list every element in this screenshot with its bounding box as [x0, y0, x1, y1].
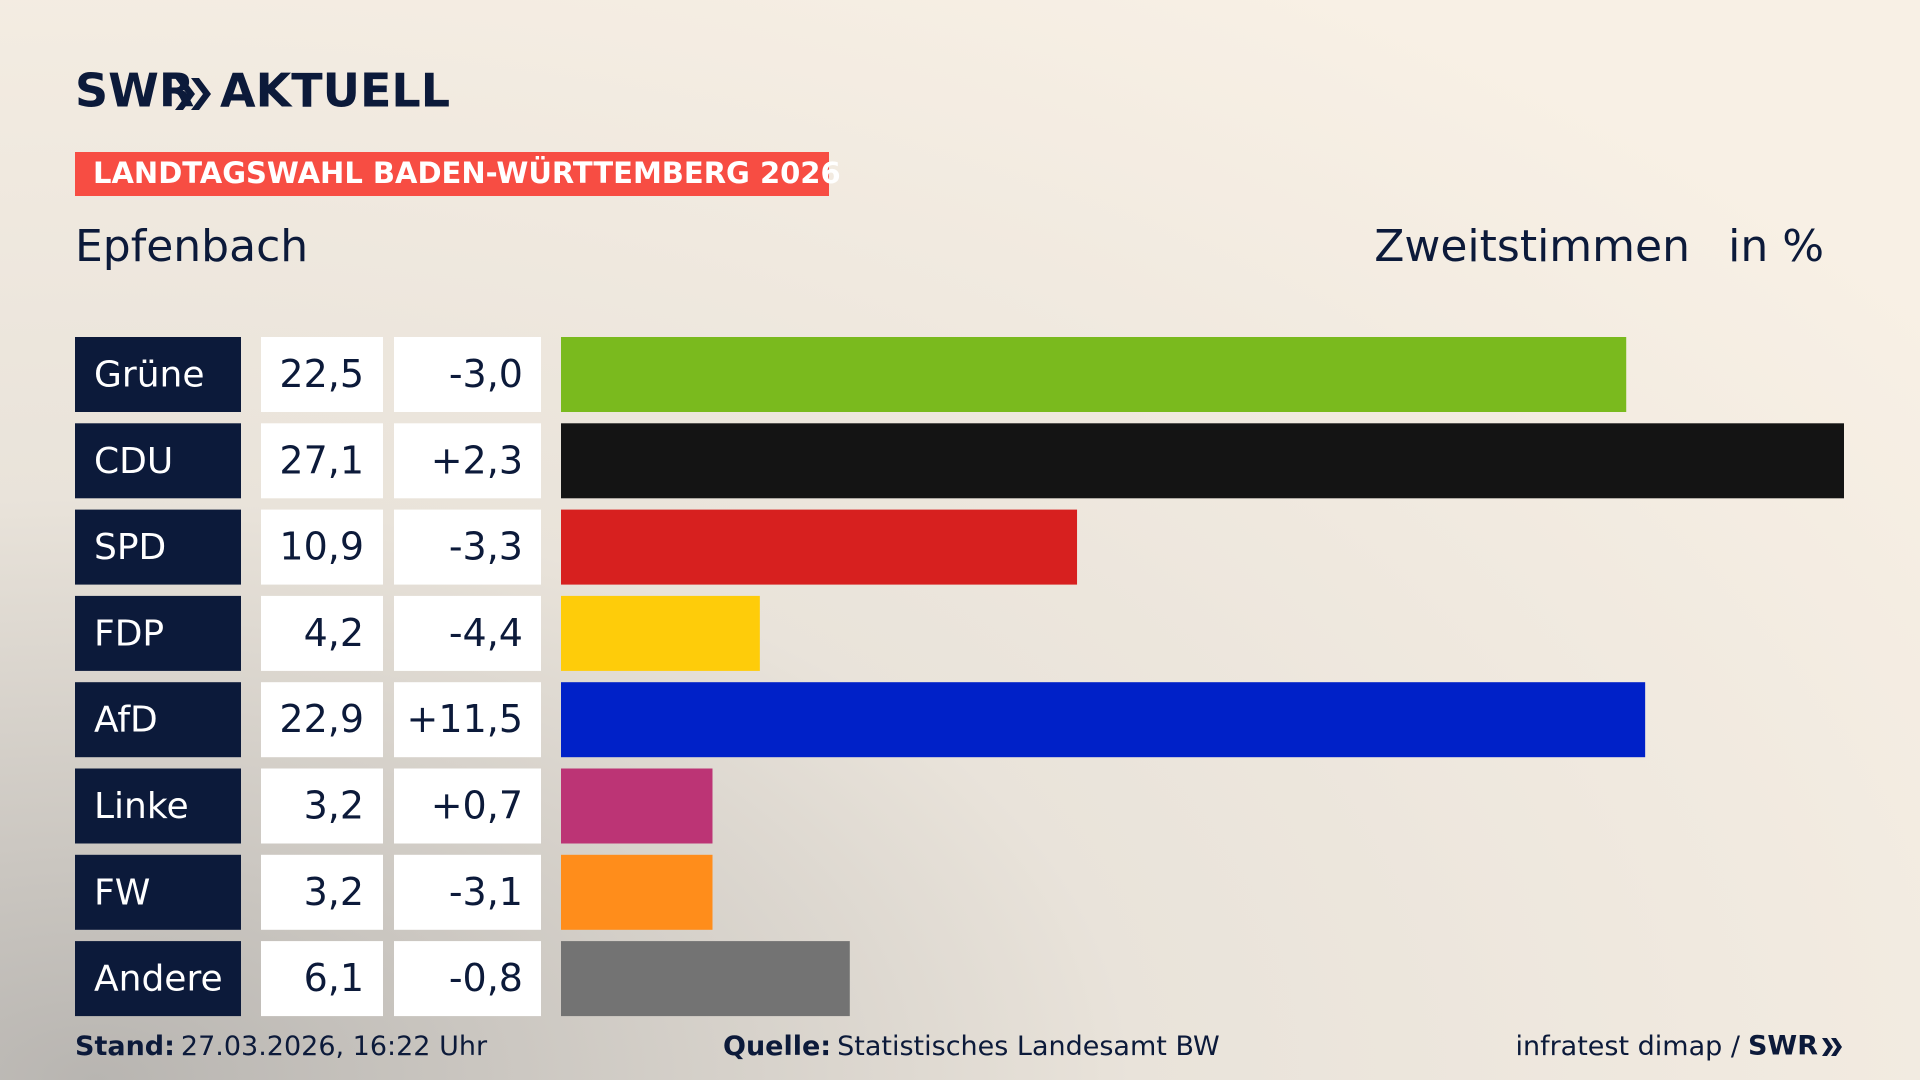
- stand-label: Stand:: [75, 1031, 175, 1062]
- change-box: [394, 423, 541, 499]
- change-box: [394, 768, 541, 844]
- party-box: [75, 337, 241, 412]
- party-box: [75, 941, 241, 1017]
- source: Statistisches Landesamt BW: [837, 1031, 1220, 1062]
- party-label: SPD: [94, 527, 166, 568]
- change-box: [394, 854, 541, 930]
- bar: [561, 854, 713, 930]
- party-box: [75, 509, 241, 585]
- party-box: [75, 595, 241, 671]
- bar: [561, 941, 850, 1017]
- bar: [561, 509, 1078, 585]
- value-label: 27,1: [279, 438, 364, 482]
- party-label: AfD: [94, 700, 158, 741]
- value-box: [261, 768, 383, 844]
- bar: [561, 423, 1844, 499]
- change-box: [394, 941, 541, 1017]
- bar: [561, 768, 713, 844]
- credit: infratest dimap /: [1515, 1031, 1740, 1062]
- party-box: [75, 854, 241, 930]
- credit-chevrons: [1822, 1038, 1842, 1056]
- value-label: 10,9: [279, 525, 364, 569]
- value-box: [261, 509, 383, 585]
- brand-name: SWR: [75, 64, 194, 118]
- change-label: +2,3: [431, 438, 523, 482]
- party-label: CDU: [94, 441, 173, 482]
- change-label: -3,3: [449, 525, 523, 569]
- stand: 27.03.2026, 16:22 Uhr: [181, 1031, 488, 1062]
- value-box: [261, 682, 383, 758]
- value-box: [261, 595, 383, 671]
- value-label: 4,2: [304, 611, 364, 655]
- change-box: [394, 509, 541, 585]
- change-box: [394, 337, 541, 412]
- chart-subtitle: Zweitstimmen: [1374, 221, 1690, 272]
- value-box: [261, 337, 383, 412]
- value-box: [261, 423, 383, 499]
- credit-brand: SWR: [1748, 1031, 1818, 1062]
- bar: [561, 595, 760, 671]
- change-label: +11,5: [407, 697, 523, 741]
- value-label: 3,2: [304, 870, 364, 914]
- brand-chevrons: [175, 78, 211, 110]
- source-label: Quelle:: [723, 1031, 831, 1062]
- party-label: Andere: [94, 959, 223, 1000]
- change-label: +0,7: [431, 784, 523, 828]
- value-label: 22,9: [279, 697, 364, 741]
- banner-bg: [75, 152, 829, 196]
- brand-section: AKTUELL: [220, 64, 450, 118]
- change-label: -4,4: [449, 611, 523, 655]
- chart-title: Epfenbach: [75, 221, 308, 272]
- bar: [561, 682, 1646, 758]
- change-box: [394, 595, 541, 671]
- value-label: 3,2: [304, 784, 364, 828]
- party-box: [75, 768, 241, 844]
- change-label: -3,0: [449, 352, 523, 396]
- footer-credit: infratest dimap /: [1515, 1031, 1740, 1062]
- value-label: 22,5: [279, 352, 364, 396]
- party-label: FDP: [94, 613, 164, 654]
- party-box: [75, 682, 241, 758]
- value-label: 6,1: [304, 956, 364, 1000]
- footer-stand: Stand: 27.03.2026, 16:22 Uhr: [75, 1031, 488, 1062]
- change-label: -3,1: [449, 870, 523, 914]
- footer-source: Quelle: Statistisches Landesamt BW: [723, 1031, 1220, 1062]
- party-label: FW: [94, 872, 150, 913]
- party-label: Grüne: [94, 355, 204, 396]
- value-box: [261, 854, 383, 930]
- banner: LANDTAGSWAHL BADEN-WÜRTTEMBERG 2026: [93, 156, 841, 190]
- party-box: [75, 423, 241, 499]
- bar: [561, 337, 1627, 412]
- value-box: [261, 941, 383, 1017]
- change-box: [394, 682, 541, 758]
- party-label: Linke: [94, 786, 189, 827]
- change-label: -0,8: [449, 956, 523, 1000]
- unit: in %: [1728, 221, 1824, 272]
